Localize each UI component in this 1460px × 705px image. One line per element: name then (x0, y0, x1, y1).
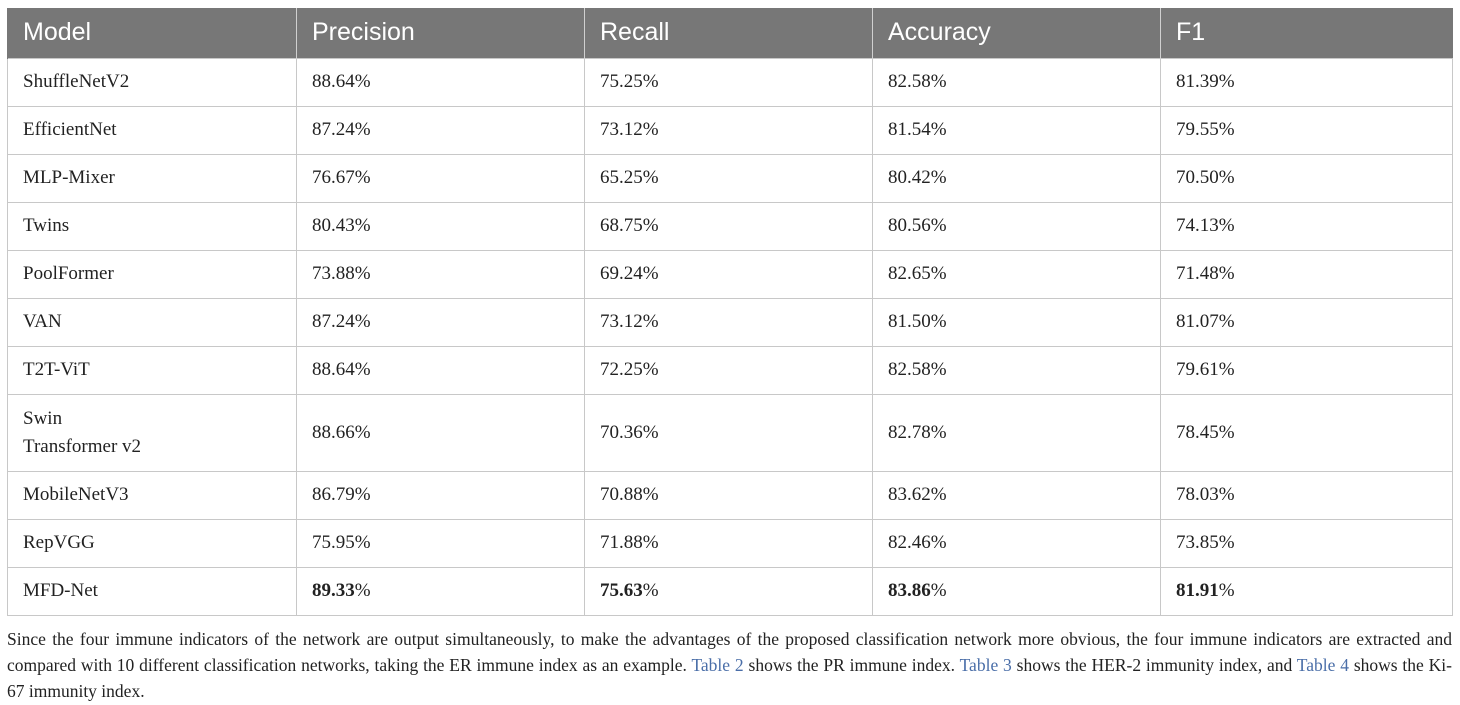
cell-f1: 79.55% (1160, 105, 1453, 155)
caption-text: shows the PR immune index. (743, 655, 960, 675)
cell-f1: 78.45% (1160, 393, 1453, 472)
cell-f1: 81.07% (1160, 297, 1453, 347)
percent-sign: % (354, 580, 371, 601)
table-row: T2T-ViT 88.64% 72.25% 82.58% 79.61% (7, 345, 1453, 395)
cell-precision: 87.24% (296, 105, 585, 155)
cell-accuracy: 81.50% (872, 297, 1161, 347)
percent-sign: % (642, 580, 659, 601)
caption-text: Since the four immune indicators of the … (7, 629, 1452, 675)
cell-model: ShuffleNetV2 (7, 57, 297, 107)
cell-accuracy: 82.58% (872, 57, 1161, 107)
cell-f1: 81.39% (1160, 57, 1453, 107)
caption-text: shows the HER-2 immunity index, and (1011, 655, 1297, 675)
cell-f1: 73.85% (1160, 518, 1453, 568)
cell-accuracy: 81.54% (872, 105, 1161, 155)
table-3-link[interactable]: Table 3 (959, 655, 1012, 675)
cell-accuracy: 82.78% (872, 393, 1161, 472)
header-model: Model (7, 8, 297, 58)
cell-precision: 73.88% (296, 249, 585, 299)
cell-accuracy: 82.58% (872, 345, 1161, 395)
cell-precision: 89.33% (296, 566, 585, 616)
header-precision: Precision (296, 8, 585, 58)
cell-recall: 75.63% (584, 566, 873, 616)
table-row: MLP-Mixer 76.67% 65.25% 80.42% 70.50% (7, 153, 1453, 203)
cell-recall: 73.12% (584, 105, 873, 155)
table-row: ShuffleNetV2 88.64% 75.25% 82.58% 81.39% (7, 57, 1453, 107)
cell-precision: 86.79% (296, 470, 585, 520)
results-table: Model Precision Recall Accuracy F1 Shuff… (7, 8, 1453, 616)
model-name-line-2: Transformer v2 (23, 435, 142, 457)
cell-recall: 65.25% (584, 153, 873, 203)
value-bold: 83.86 (888, 580, 931, 601)
cell-model: PoolFormer (7, 249, 297, 299)
percent-sign: % (1218, 580, 1235, 601)
cell-recall: 70.36% (584, 393, 873, 472)
table-2-link[interactable]: Table 2 (691, 655, 744, 675)
cell-precision: 87.24% (296, 297, 585, 347)
cell-recall: 75.25% (584, 57, 873, 107)
cell-recall: 73.12% (584, 297, 873, 347)
cell-accuracy: 80.56% (872, 201, 1161, 251)
percent-sign: % (930, 580, 947, 601)
cell-model: Twins (7, 201, 297, 251)
cell-model: RepVGG (7, 518, 297, 568)
table-row: EfficientNet 87.24% 73.12% 81.54% 79.55% (7, 105, 1453, 155)
cell-accuracy: 82.46% (872, 518, 1161, 568)
cell-f1: 79.61% (1160, 345, 1453, 395)
table-row: Swin Transformer v2 88.66% 70.36% 82.78% … (7, 393, 1453, 472)
cell-recall: 68.75% (584, 201, 873, 251)
cell-f1: 78.03% (1160, 470, 1453, 520)
cell-f1: 71.48% (1160, 249, 1453, 299)
model-name-line-1: Swin (23, 407, 63, 429)
cell-model: VAN (7, 297, 297, 347)
cell-accuracy: 80.42% (872, 153, 1161, 203)
header-recall: Recall (584, 8, 873, 58)
header-f1: F1 (1160, 8, 1453, 58)
cell-model: T2T-ViT (7, 345, 297, 395)
results-table-container: Model Precision Recall Accuracy F1 Shuff… (7, 8, 1453, 616)
cell-precision: 76.67% (296, 153, 585, 203)
cell-recall: 72.25% (584, 345, 873, 395)
table-row: MobileNetV3 86.79% 70.88% 83.62% 78.03% (7, 470, 1453, 520)
cell-recall: 71.88% (584, 518, 873, 568)
cell-precision: 88.64% (296, 345, 585, 395)
header-accuracy: Accuracy (872, 8, 1161, 58)
table-row: PoolFormer 73.88% 69.24% 82.65% 71.48% (7, 249, 1453, 299)
value-bold: 75.63 (600, 580, 643, 601)
cell-recall: 70.88% (584, 470, 873, 520)
value-bold: 89.33 (312, 580, 355, 601)
cell-accuracy: 82.65% (872, 249, 1161, 299)
table-4-link[interactable]: Table 4 (1296, 655, 1349, 675)
caption-text: shows the Ki-67 immunity index. (7, 655, 1452, 701)
table-row: Twins 80.43% 68.75% 80.56% 74.13% (7, 201, 1453, 251)
cell-f1: 81.91% (1160, 566, 1453, 616)
cell-accuracy: 83.62% (872, 470, 1161, 520)
table-row: VAN 87.24% 73.12% 81.50% 81.07% (7, 297, 1453, 347)
cell-model: MLP-Mixer (7, 153, 297, 203)
cell-model: MobileNetV3 (7, 470, 297, 520)
table-header-row: Model Precision Recall Accuracy F1 (7, 8, 1453, 58)
table-caption: Since the four immune indicators of the … (7, 626, 1452, 704)
cell-precision: 88.66% (296, 393, 585, 472)
cell-accuracy: 83.86% (872, 566, 1161, 616)
cell-precision: 75.95% (296, 518, 585, 568)
cell-model: EfficientNet (7, 105, 297, 155)
table-row-best: MFD-Net 89.33% 75.63% 83.86% 81.91% (7, 566, 1453, 616)
cell-precision: 88.64% (296, 57, 585, 107)
cell-recall: 69.24% (584, 249, 873, 299)
cell-model: Swin Transformer v2 (7, 393, 297, 472)
cell-f1: 74.13% (1160, 201, 1453, 251)
cell-precision: 80.43% (296, 201, 585, 251)
cell-f1: 70.50% (1160, 153, 1453, 203)
cell-model: MFD-Net (7, 566, 297, 616)
table-row: RepVGG 75.95% 71.88% 82.46% 73.85% (7, 518, 1453, 568)
value-bold: 81.91 (1176, 580, 1219, 601)
